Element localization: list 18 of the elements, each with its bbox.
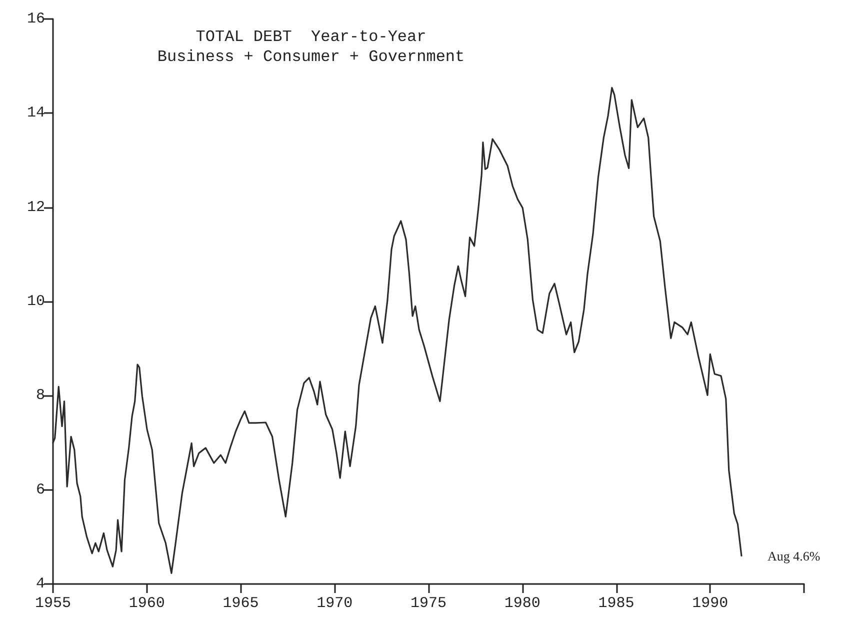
y-tick-label: 14: [26, 104, 45, 122]
y-tick-label: 8: [36, 387, 45, 404]
y-tick-label: 4: [36, 576, 45, 592]
text: TOTAL DEBT Year-to-Year: [196, 28, 426, 46]
text: Business + Consumer + Government: [157, 48, 465, 66]
x-tick-label: 1985: [598, 595, 634, 612]
annotation: Aug 4.6%: [767, 548, 820, 564]
x-tick-label: 1965: [222, 595, 259, 612]
x-tick-label: 1960: [128, 595, 165, 612]
x-tick-label: 1955: [34, 595, 72, 612]
y-tick-label: 6: [36, 481, 45, 498]
y-tick-label: 12: [26, 198, 45, 216]
x-tick-label: 1970: [316, 595, 353, 612]
y-tick-label: 10: [26, 293, 45, 310]
x-tick-label: 1990: [692, 595, 728, 612]
x-tick-label: 1980: [504, 595, 540, 612]
y-tick-label: 16: [26, 10, 45, 28]
x-tick-label: 1975: [410, 595, 447, 612]
